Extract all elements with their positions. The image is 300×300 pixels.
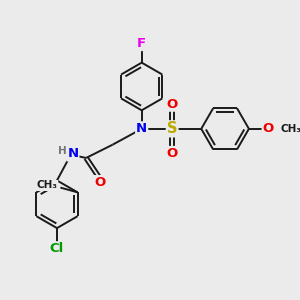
Text: O: O <box>167 147 178 160</box>
Text: O: O <box>262 122 274 135</box>
Text: CH₃: CH₃ <box>280 124 300 134</box>
Text: Cl: Cl <box>50 242 64 255</box>
Text: CH₃: CH₃ <box>37 181 58 190</box>
Text: H: H <box>58 146 67 156</box>
Text: O: O <box>167 98 178 111</box>
Text: F: F <box>137 37 146 50</box>
Text: O: O <box>94 176 106 189</box>
Text: N: N <box>67 148 78 160</box>
Text: N: N <box>136 122 147 135</box>
Text: S: S <box>167 121 177 136</box>
